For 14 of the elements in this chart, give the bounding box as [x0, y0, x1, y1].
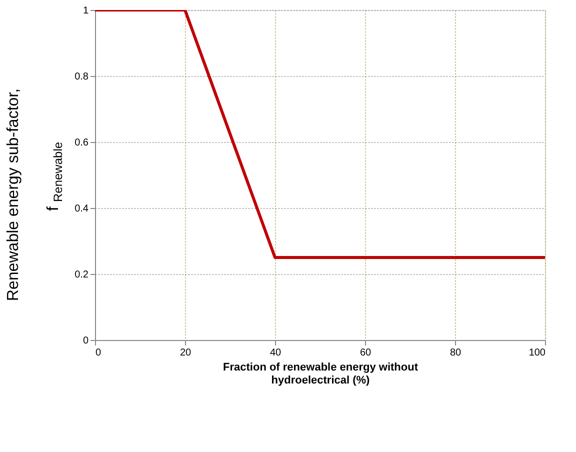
- x-tick-label: 0: [96, 348, 102, 358]
- y-tick-label: 1: [82, 6, 89, 16]
- text: Renewable energy sub-factor, fRenewable: [5, 88, 65, 301]
- y-tick-label: 0.8: [74, 72, 89, 82]
- x-tick-label: 100: [528, 348, 546, 358]
- x-tick-label: 20: [180, 348, 192, 358]
- x-tick-label: 80: [450, 348, 462, 358]
- y-tick-label: 0: [82, 336, 89, 346]
- y-tick-label: 0.4: [74, 204, 89, 214]
- x-tick-label: 40: [270, 348, 282, 358]
- x-axis-title: Fraction of renewable energy without hydroelectrical (%): [223, 362, 418, 386]
- x-tick-label: 60: [360, 348, 372, 358]
- y-tick-label: 0.2: [74, 270, 89, 280]
- y-tick-label: 0.6: [74, 138, 89, 148]
